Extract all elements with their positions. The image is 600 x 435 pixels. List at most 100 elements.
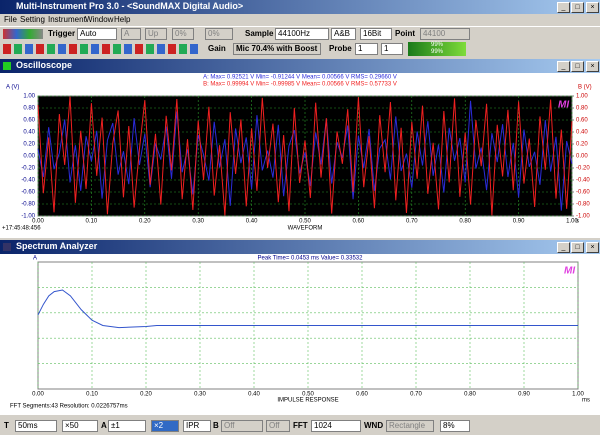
- menu-item[interactable]: Help: [114, 15, 131, 24]
- combo[interactable]: ×50: [62, 420, 98, 432]
- label: Probe: [329, 44, 352, 53]
- y-axis-label: A (V): [6, 85, 19, 91]
- x-tick-label: 0.20: [139, 219, 151, 225]
- label: Gain: [208, 44, 226, 53]
- combo[interactable]: 50ms: [15, 420, 57, 432]
- x-tick-label: 0.10: [86, 392, 98, 398]
- y2-tick-label: 0.80: [576, 106, 588, 112]
- combo[interactable]: Up: [145, 28, 167, 40]
- status-bar: T 50ms ×50 A ±1 ×2 IPR B Off Off FFT 102…: [0, 417, 600, 435]
- series-line: [37, 96, 573, 216]
- menu-item[interactable]: File: [4, 15, 17, 24]
- close[interactable]: ×: [586, 61, 599, 72]
- level-meter: 99% 99%: [408, 42, 466, 56]
- combo[interactable]: 8%: [440, 420, 470, 432]
- x-axis-label: WAVEFORM: [288, 226, 323, 232]
- combo[interactable]: 1024: [311, 420, 361, 432]
- minimize[interactable]: _: [557, 242, 570, 253]
- close[interactable]: ×: [586, 242, 599, 253]
- x-tick-label: 0.00: [32, 219, 44, 225]
- combo[interactable]: IPR: [183, 420, 211, 432]
- stats-line: B: Max= 0.99994 V Min= -0.99985 V Mean= …: [203, 82, 397, 88]
- x-tick-label: 0.70: [410, 392, 422, 398]
- combo[interactable]: 16Bit: [360, 28, 392, 40]
- minimize[interactable]: _: [557, 61, 570, 72]
- menu-item[interactable]: Window: [85, 15, 114, 24]
- y-tick-label: -0.80: [21, 202, 35, 208]
- menu-bar: File Setting Instrument Window Help: [0, 14, 600, 27]
- x-axis-label: IMPULSE RESPONSE: [277, 398, 338, 404]
- annotation: Peak Time= 0.0453 ms Value= 0.33532: [258, 256, 364, 262]
- y2-tick-label: 0.40: [576, 130, 588, 136]
- combo[interactable]: 44100: [420, 28, 470, 40]
- label: Point: [395, 29, 415, 38]
- y2-tick-label: 0.60: [576, 118, 588, 124]
- timestamp: +17:45:48:456: [2, 226, 41, 232]
- toolbar: Trigger Auto A Up 0% 0% Sample 44100Hz A…: [0, 27, 600, 41]
- window-icon: [3, 243, 11, 251]
- y-tick-label: -0.60: [21, 190, 35, 196]
- x-tick-label: 0.70: [406, 219, 418, 225]
- y2-tick-label: -0.60: [576, 190, 590, 196]
- y2-tick-label: 1.00: [576, 94, 588, 100]
- window-icon: [3, 62, 11, 70]
- combo[interactable]: 1: [355, 43, 378, 55]
- combo[interactable]: Rectangle: [386, 420, 434, 432]
- maximize[interactable]: □: [571, 2, 584, 13]
- y-tick-label: 0.00: [23, 154, 35, 160]
- x-tick-label: 0.40: [248, 392, 260, 398]
- y-tick-label: 0.20: [23, 142, 35, 148]
- toolbar-icons[interactable]: [3, 44, 198, 54]
- label: Trigger: [48, 29, 76, 38]
- menu-item[interactable]: Setting: [20, 15, 45, 24]
- y2-tick-label: -1.00: [576, 214, 590, 220]
- y2-tick-label: 0.20: [576, 142, 588, 148]
- minimize[interactable]: _: [557, 2, 570, 13]
- x-tick-label: 0.90: [513, 219, 525, 225]
- series-line: [37, 289, 578, 329]
- x-tick-label: 0.60: [353, 219, 365, 225]
- x-tick-label: 0.40: [246, 219, 258, 225]
- x-tick-label: 0.30: [192, 219, 204, 225]
- x-tick-label: 0.90: [518, 392, 530, 398]
- maximize[interactable]: □: [571, 61, 584, 72]
- window-title: Spectrum Analyzer: [0, 240, 600, 254]
- x-tick-label: 0.00: [32, 392, 44, 398]
- combo[interactable]: Off: [221, 420, 263, 432]
- x-tick-label: 0.50: [299, 219, 311, 225]
- x-tick-label: 0.60: [356, 392, 368, 398]
- meter-label: 99%: [430, 49, 443, 55]
- y-tick-label: 1.00: [23, 94, 35, 100]
- label: Sample: [245, 29, 274, 38]
- combo[interactable]: ±1: [108, 420, 146, 432]
- combo[interactable]: Auto: [77, 28, 117, 40]
- x-unit: ms: [582, 398, 590, 404]
- toolbar: Gain Mic 70.4% with Boost Probe 1 1 99% 9…: [0, 42, 600, 56]
- menu-item[interactable]: Instrument: [48, 15, 86, 24]
- x-tick-label: 0.50: [302, 392, 314, 398]
- field[interactable]: 0%: [172, 28, 194, 40]
- x-tick-label: 0.20: [140, 392, 152, 398]
- window-title: Oscilloscope: [0, 59, 600, 73]
- y2-tick-label: 0.00: [576, 154, 588, 160]
- spectrum-chart: 0.00 0.10 0.20 0.30 0.40 0.50 0.60 0.70 0.80 0.90…: [0, 254, 600, 415]
- stats-line: A: Max= 0.92521 V Min= -0.91244 V Mean= …: [203, 75, 397, 81]
- maximize[interactable]: □: [571, 242, 584, 253]
- combo[interactable]: Off: [266, 420, 290, 432]
- combo[interactable]: ×2: [151, 420, 179, 432]
- x-tick-label: 1.00: [572, 392, 584, 398]
- combo[interactable]: A: [121, 28, 141, 40]
- toolbar-icons[interactable]: [3, 29, 43, 39]
- close[interactable]: ×: [586, 2, 599, 13]
- field[interactable]: 0%: [205, 28, 233, 40]
- combo[interactable]: 44100Hz: [275, 28, 329, 40]
- combo[interactable]: 1: [381, 43, 403, 55]
- y-tick-label: -0.40: [21, 178, 35, 184]
- field[interactable]: Mic 70.4% with Boost: [233, 43, 321, 55]
- combo[interactable]: A&B: [331, 28, 356, 40]
- y2-tick-label: -0.80: [576, 202, 590, 208]
- y-tick-label: 0.40: [23, 130, 35, 136]
- y-tick-label: -0.20: [21, 166, 35, 172]
- y2-tick-label: -0.20: [576, 166, 590, 172]
